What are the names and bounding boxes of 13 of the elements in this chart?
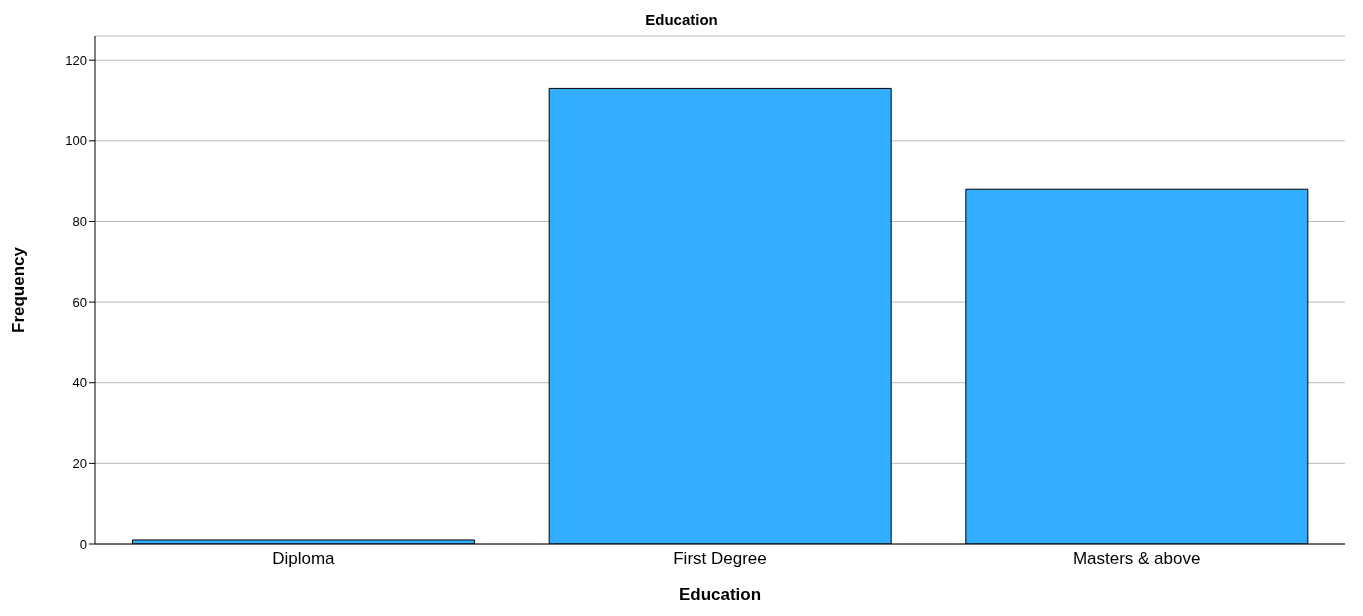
chart-title: Education [644, 10, 719, 30]
y-tick-label: 120 [65, 52, 87, 68]
y-tick-label: 0 [79, 536, 87, 552]
y-tick-label: 20 [72, 455, 87, 471]
x-tick-label: Diploma [272, 549, 336, 569]
x-tick-label: Masters & above [1072, 549, 1201, 569]
x-tick-label: First Degree [673, 549, 767, 569]
y-tick-label: 100 [65, 133, 87, 149]
x-axis-title: Education [678, 585, 762, 604]
y-tick-label: 80 [72, 214, 87, 230]
y-tick-label: 60 [72, 294, 87, 310]
y-axis-title: Frequency [9, 246, 29, 333]
y-tick-label: 40 [72, 375, 87, 391]
